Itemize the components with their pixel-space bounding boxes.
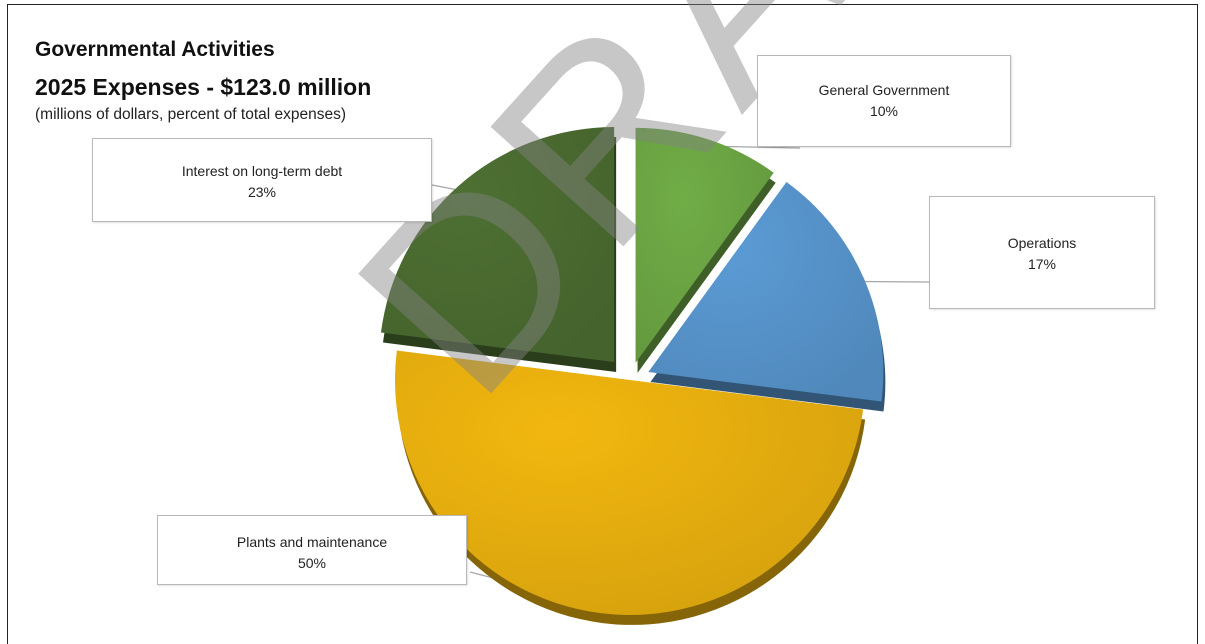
chart-title-line1: Governmental Activities <box>35 38 275 62</box>
slice-percent: 50% <box>158 553 466 574</box>
callout-operations: Operations 17% <box>929 196 1155 309</box>
slice-label: Operations <box>930 233 1154 254</box>
slice-percent: 17% <box>930 254 1154 275</box>
callout-general-government: General Government 10% <box>757 55 1011 147</box>
slice-label: General Government <box>758 80 1010 101</box>
callout-interest-on-long-term-debt: Interest on long-term debt 23% <box>92 138 432 222</box>
chart-subtitle: (millions of dollars, percent of total e… <box>35 106 346 124</box>
slice-label: Plants and maintenance <box>158 532 466 553</box>
callout-plants-and-maintenance: Plants and maintenance 50% <box>157 515 467 585</box>
chart-title-line2: 2025 Expenses - $123.0 million <box>35 74 371 101</box>
slice-label: Interest on long-term debt <box>93 161 431 182</box>
slice-percent: 10% <box>758 101 1010 122</box>
slice-percent: 23% <box>93 182 431 203</box>
